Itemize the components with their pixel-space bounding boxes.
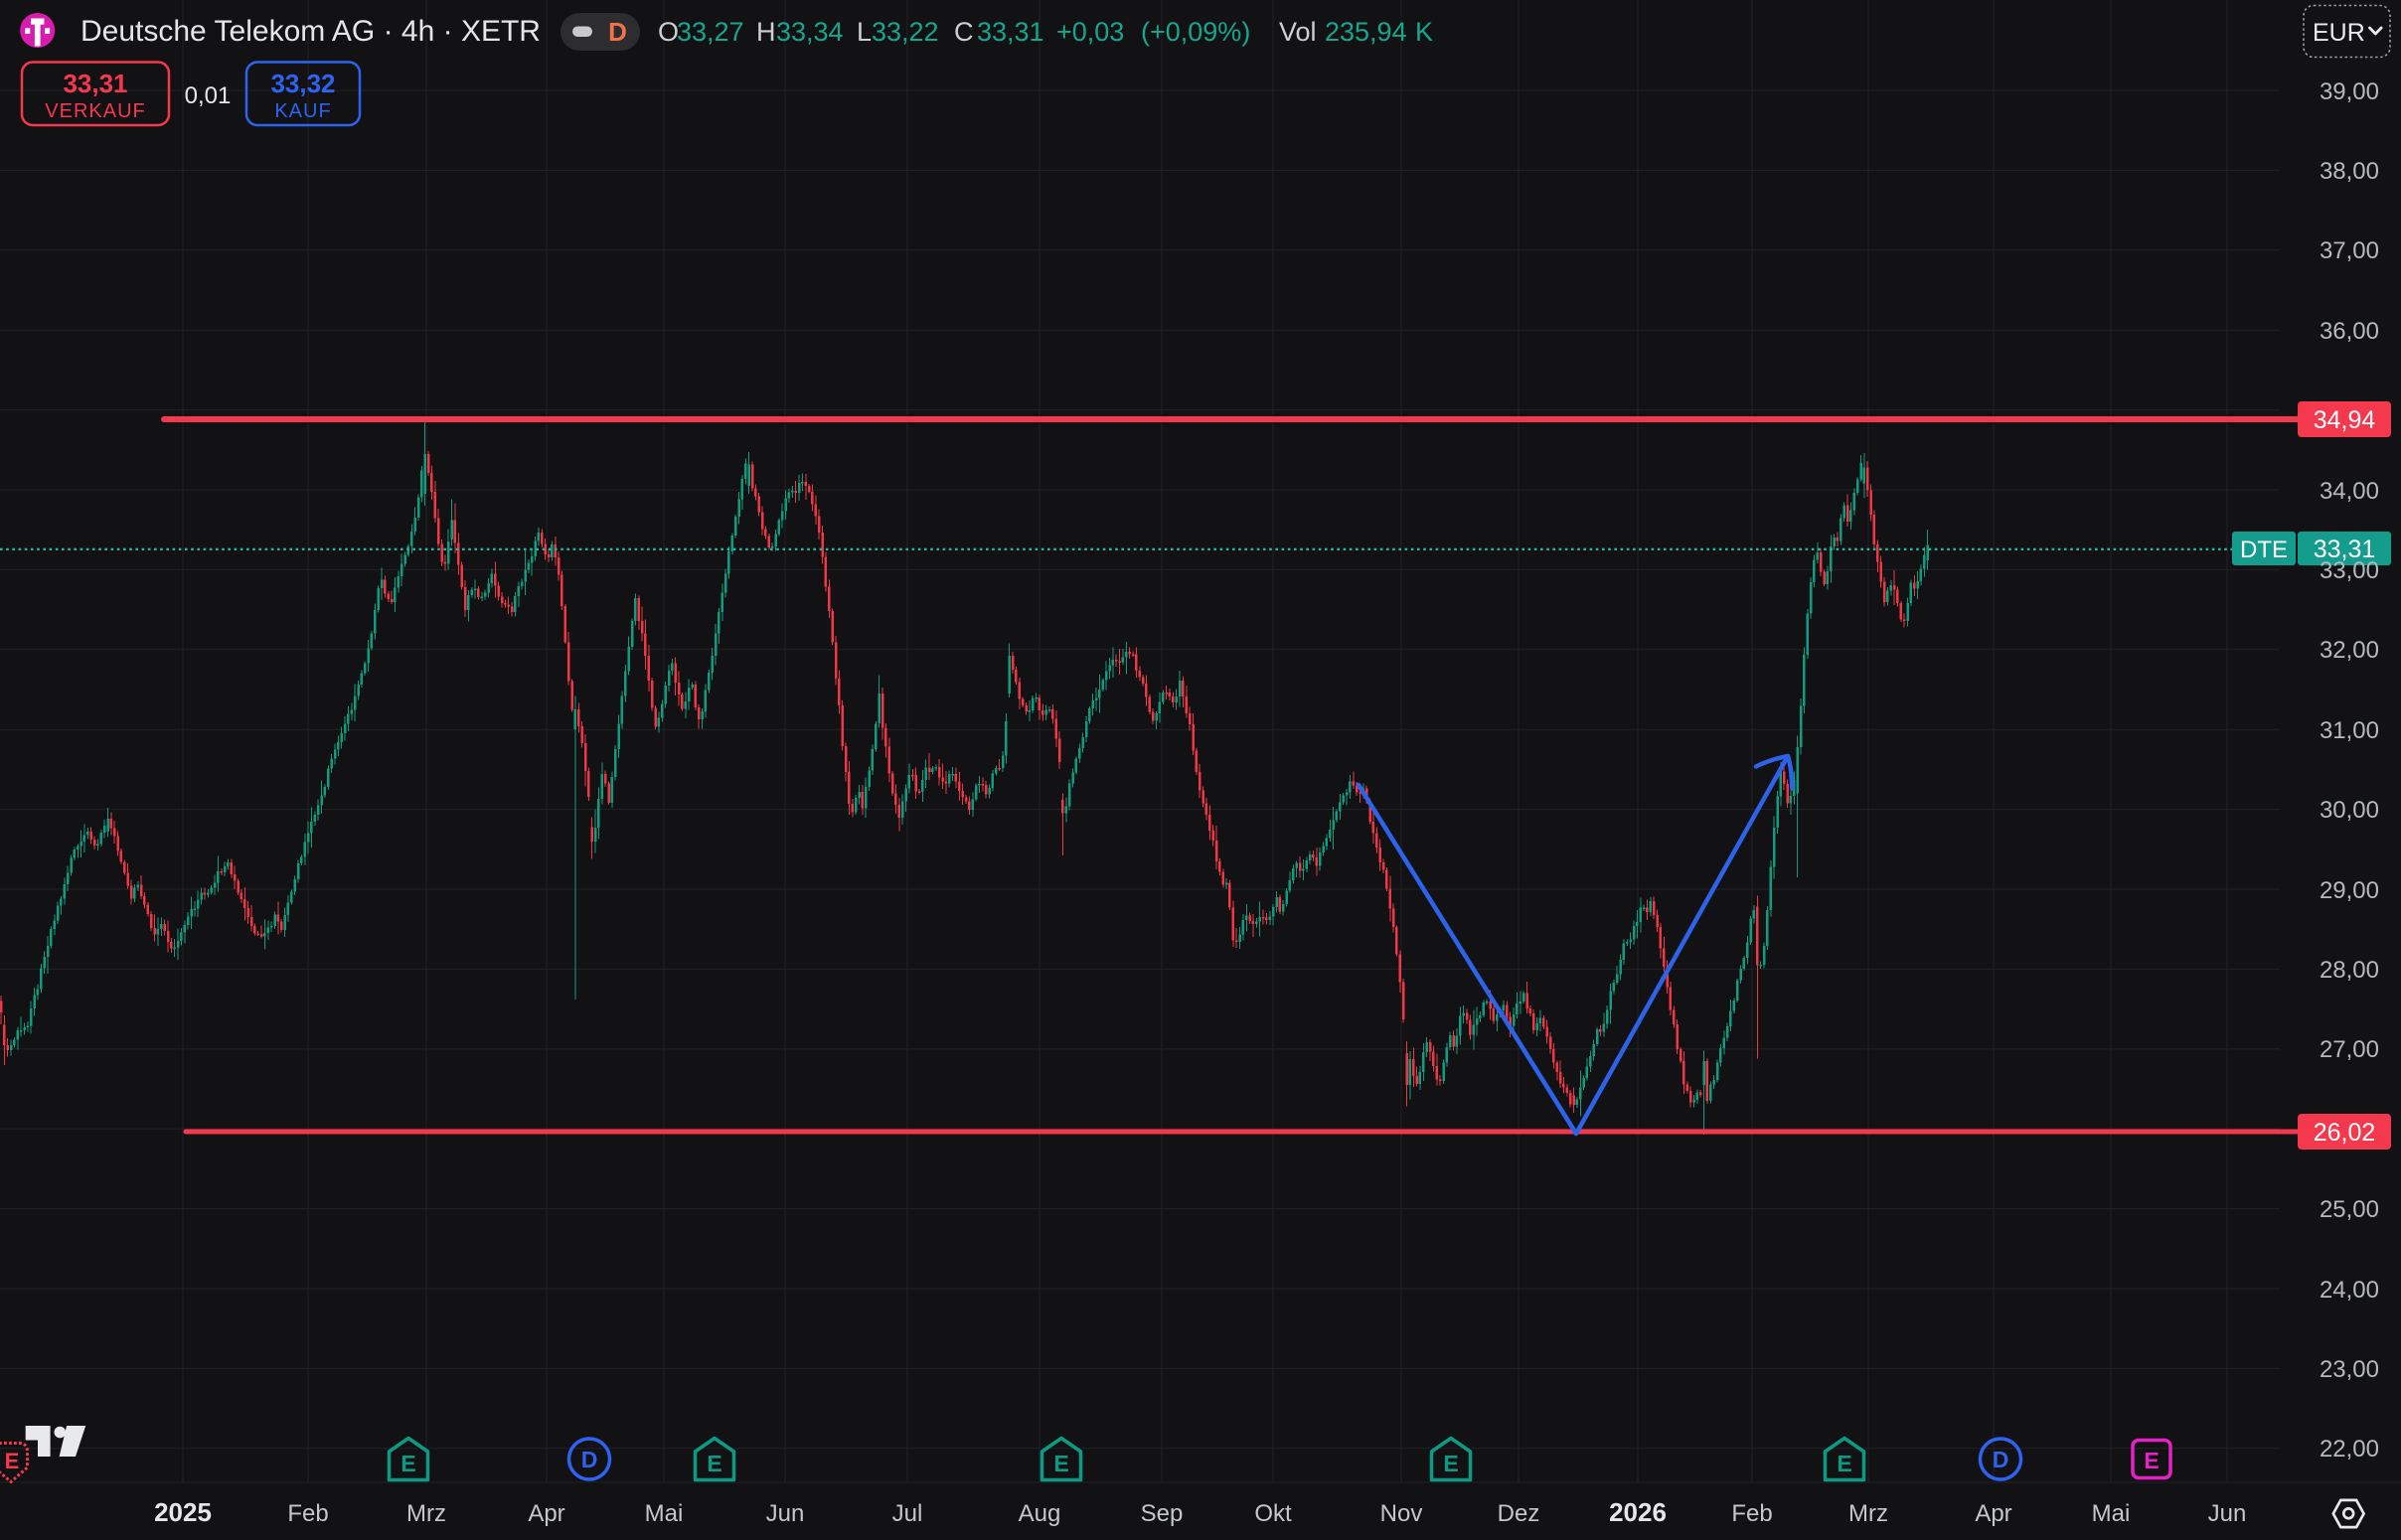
svg-text:E: E [400, 1451, 415, 1476]
svg-text:H: H [756, 17, 776, 47]
svg-text:C: C [954, 17, 974, 47]
svg-text:Okt: Okt [1254, 1500, 1292, 1527]
svg-text:Mai: Mai [645, 1500, 684, 1527]
svg-text:Aug: Aug [1019, 1500, 1061, 1527]
svg-text:28,00: 28,00 [2320, 957, 2379, 984]
svg-text:Mrz: Mrz [1848, 1500, 1888, 1527]
svg-text:+0,03: +0,03 [1056, 17, 1124, 47]
svg-text:33,31: 33,31 [977, 17, 1044, 47]
svg-text:0,01: 0,01 [185, 82, 232, 109]
svg-text:33,31: 33,31 [2314, 536, 2376, 563]
svg-text:D: D [581, 1447, 598, 1472]
svg-text:Jul: Jul [892, 1500, 923, 1527]
svg-text:E: E [2144, 1448, 2159, 1473]
svg-text:Vol: Vol [1279, 17, 1317, 47]
svg-text:37,00: 37,00 [2320, 237, 2379, 264]
svg-text:Dez: Dez [1498, 1500, 1540, 1527]
svg-text:Apr: Apr [1975, 1500, 2011, 1527]
svg-text:33,22: 33,22 [872, 17, 939, 47]
svg-text:24,00: 24,00 [2320, 1277, 2379, 1304]
svg-text:27,00: 27,00 [2320, 1036, 2379, 1063]
svg-text:33,00: 33,00 [2320, 557, 2379, 584]
svg-text:VERKAUF: VERKAUF [45, 100, 145, 122]
svg-text:O: O [658, 17, 679, 47]
svg-text:Jun: Jun [2208, 1500, 2247, 1527]
svg-text:K: K [1415, 17, 1433, 47]
svg-text:33,34: 33,34 [776, 17, 844, 47]
svg-text:23,00: 23,00 [2320, 1356, 2379, 1383]
svg-text:29,00: 29,00 [2320, 877, 2379, 904]
svg-text:L: L [857, 17, 872, 47]
svg-text:E: E [1053, 1451, 1068, 1476]
svg-text:39,00: 39,00 [2320, 78, 2379, 105]
svg-text:33,31: 33,31 [63, 69, 127, 98]
svg-text:2025: 2025 [154, 1497, 212, 1527]
svg-text:Mrz: Mrz [406, 1500, 446, 1527]
svg-text:2026: 2026 [1609, 1497, 1667, 1527]
svg-text:36,00: 36,00 [2320, 318, 2379, 345]
svg-text:E: E [5, 1449, 20, 1473]
svg-text:E: E [707, 1451, 721, 1476]
svg-text:30,00: 30,00 [2320, 797, 2379, 824]
svg-text:Jun: Jun [766, 1500, 805, 1527]
svg-text:E: E [1837, 1451, 1851, 1476]
svg-text:(+0,09%): (+0,09%) [1141, 17, 1250, 47]
svg-text:34,00: 34,00 [2320, 478, 2379, 505]
svg-text:34,94: 34,94 [2314, 406, 2376, 434]
svg-text:38,00: 38,00 [2320, 158, 2379, 185]
svg-text:33,32: 33,32 [270, 69, 335, 98]
svg-text:22,00: 22,00 [2320, 1436, 2379, 1463]
svg-text:Feb: Feb [287, 1500, 328, 1527]
svg-text:E: E [1443, 1451, 1458, 1476]
svg-text:Nov: Nov [1380, 1500, 1423, 1527]
svg-text:DTE: DTE [2240, 537, 2288, 563]
svg-text:26,02: 26,02 [2314, 1119, 2376, 1147]
svg-text:25,00: 25,00 [2320, 1196, 2379, 1223]
svg-text:D: D [608, 17, 627, 47]
svg-text:Deutsche Telekom AG · 4h · XET: Deutsche Telekom AG · 4h · XETR [80, 15, 541, 48]
svg-text:235,94: 235,94 [1325, 17, 1407, 47]
svg-text:KAUF: KAUF [274, 100, 331, 122]
svg-text:EUR: EUR [2313, 19, 2365, 47]
svg-text:31,00: 31,00 [2320, 717, 2379, 744]
svg-text:32,00: 32,00 [2320, 637, 2379, 664]
svg-text:Feb: Feb [1731, 1500, 1772, 1527]
svg-text:Apr: Apr [528, 1500, 564, 1527]
svg-text:33,27: 33,27 [677, 17, 744, 47]
svg-text:Sep: Sep [1141, 1500, 1184, 1527]
svg-text:Mai: Mai [2092, 1500, 2131, 1527]
svg-text:D: D [1993, 1447, 2009, 1472]
